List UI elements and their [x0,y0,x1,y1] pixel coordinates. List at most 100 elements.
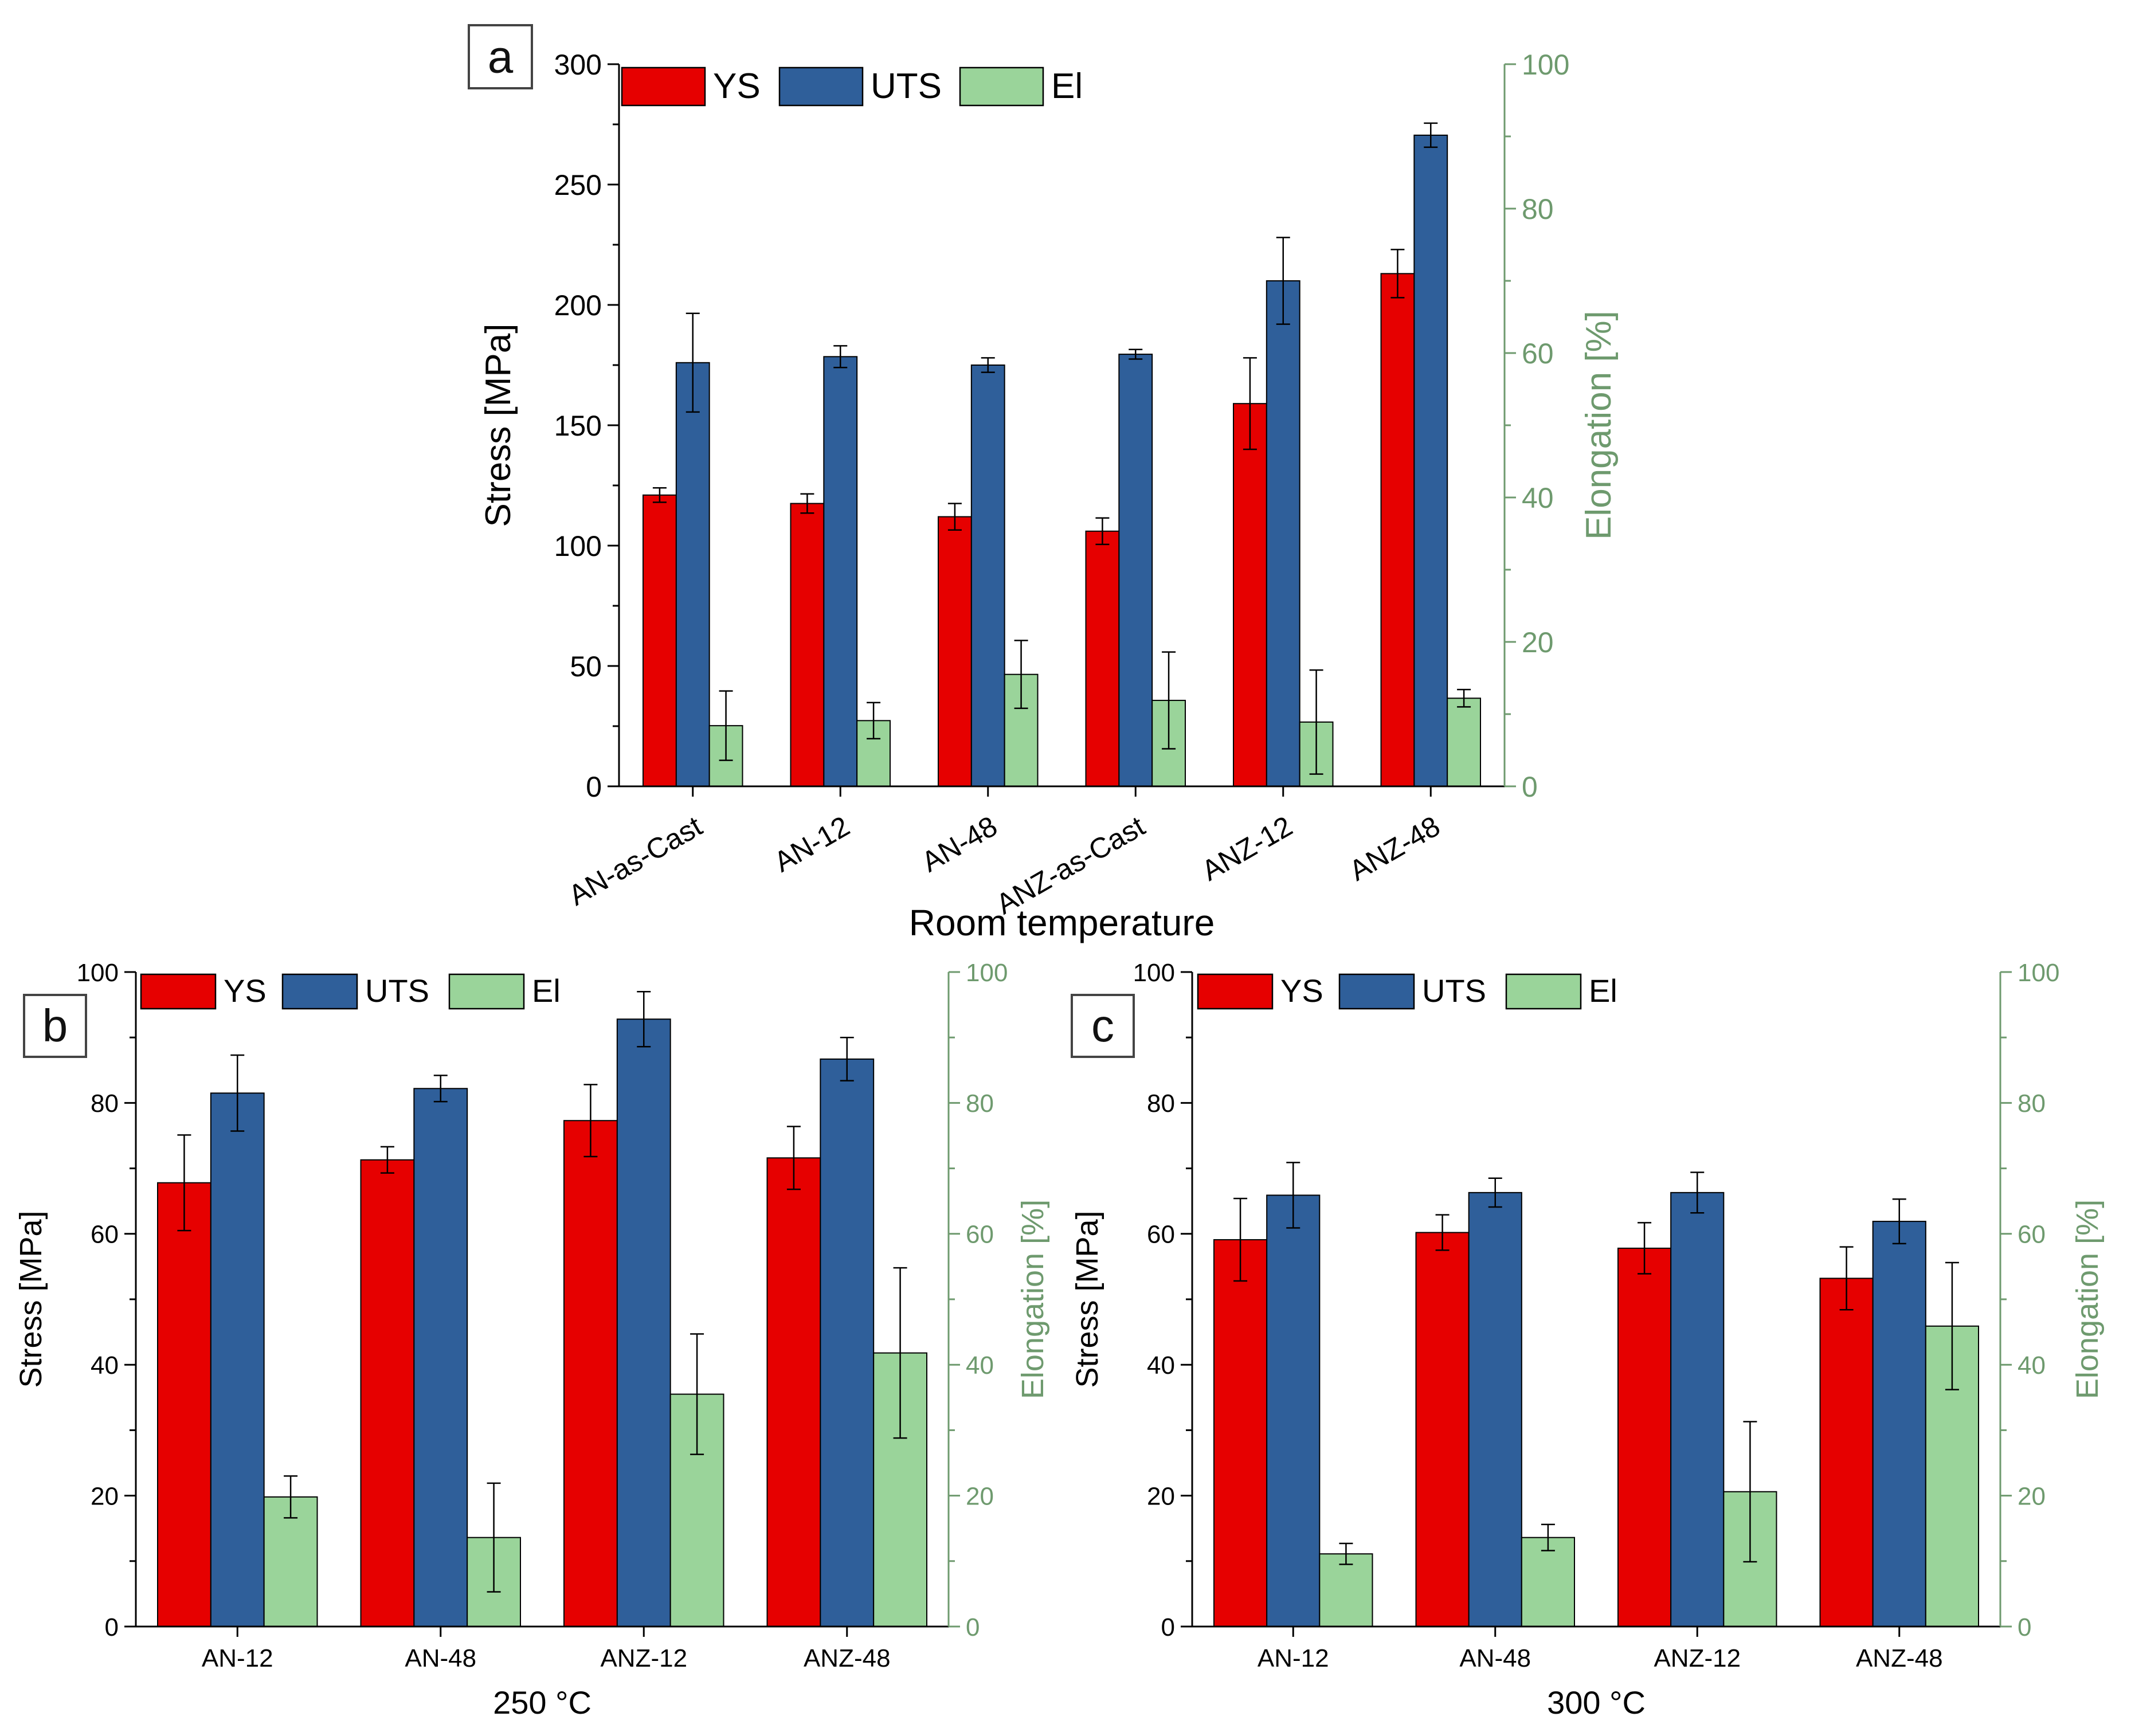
x-axis-title: 250 °C [493,1684,591,1721]
y2-tick-label: 20 [966,1482,994,1510]
y2-tick-label: 40 [2018,1351,2046,1380]
chart-panel-b: 0 20 40 60 80 100 0 20 40 60 80 100 AN-12 AN-48 ANZ-12… [14,959,1050,1721]
legend-label-ys: YS [224,973,267,1009]
y-axis-title: Stress [MPa] [1070,1210,1104,1388]
bar-uts [1118,354,1153,787]
y2-tick-label: 20 [1522,626,1554,659]
y-tick-label: 300 [554,49,602,81]
bar-ys [563,1120,618,1627]
x-category-label: ANZ-48 [1344,810,1446,887]
bar-ys [938,516,972,787]
y2-tick-label: 0 [966,1613,980,1641]
bar-uts [820,1058,875,1627]
x-category-label: ANZ-48 [1856,1644,1943,1672]
legend-swatch-uts [778,66,864,107]
bar-uts [1266,280,1300,787]
x-category-label: ANZ-12 [600,1644,687,1672]
bar-ys [1085,530,1120,787]
legend-swatch-el [959,66,1044,107]
y2-tick-label: 80 [966,1090,994,1118]
y2-tick-label: 80 [2018,1090,2046,1118]
bar-ys [1617,1247,1672,1628]
bar-uts [1872,1221,1926,1628]
bar-uts [1670,1192,1725,1627]
y2-tick-label: 0 [1522,771,1538,803]
x-category-label: AN-48 [916,810,1003,878]
legend-label-el: El [1589,973,1617,1009]
bar-uts [1413,134,1448,787]
y2-tick-label: 0 [2018,1613,2031,1641]
bar-ys [360,1159,415,1627]
x-category-label: AN-48 [405,1644,476,1672]
x-category-label: ANZ-48 [804,1644,891,1672]
y2-tick-label: 60 [2018,1221,2046,1249]
bar-uts [616,1018,671,1627]
bar-uts [413,1088,468,1627]
y2-tick-label: 40 [1522,482,1554,514]
y2-tick-label: 100 [966,959,1008,987]
legend-label-uts: UTS [1422,973,1486,1009]
y-tick-label: 100 [77,959,119,987]
bar-uts [675,362,710,787]
y-tick-label: 0 [1161,1613,1175,1641]
y-axis-title: Stress [MPa] [14,1210,48,1388]
y-tick-label: 0 [586,771,602,803]
bar-ys [1380,273,1415,787]
x-axis-title: Room temperature [909,902,1215,943]
y2-axis-title: Elongation [%] [1016,1200,1050,1399]
y2-tick-label: 60 [966,1221,994,1249]
legend: YS UTS El [1197,973,1617,1010]
legend-swatch-el [1505,973,1582,1010]
panel-label: c [1091,1000,1114,1051]
bar-ys [766,1157,821,1627]
panel-label-box [1071,994,1135,1058]
y2-tick-label: 80 [1522,193,1554,225]
legend-label-uts: UTS [871,66,942,106]
legend-label-ys: YS [1280,973,1323,1009]
legend-swatch-ys [140,973,217,1010]
chart-panel-c: 0 20 40 60 80 100 0 20 40 60 80 100 AN-12 AN-48 ANZ-12… [1070,959,2105,1721]
y-tick-label: 20 [91,1482,119,1510]
panel-label: b [42,1000,68,1051]
y-tick-label: 250 [554,169,602,201]
y2-tick-label: 100 [2018,959,2059,987]
y-tick-label: 40 [91,1351,119,1380]
y-tick-label: 40 [1147,1351,1175,1380]
x-category-label: AN-12 [202,1644,273,1672]
legend-swatch-uts [281,973,358,1010]
bar-ys [157,1182,211,1628]
y-tick-label: 80 [1147,1090,1175,1118]
bar-uts [1266,1194,1321,1628]
legend-swatch-ys [1197,973,1274,1010]
chart-panel-a: 0 50 100 150 200 250 300 0 20 40 60 80 100 AN-as-Cast… [468,24,1619,943]
bar-el [1319,1553,1373,1628]
bar-el [1521,1537,1575,1627]
x-category-label: AN-48 [1459,1644,1531,1672]
bar-ys [1819,1277,1874,1628]
x-category-label: AN-12 [1258,1644,1329,1672]
legend: YS UTS El [140,973,561,1010]
y-tick-label: 100 [1133,959,1175,987]
legend-label-el: El [1051,66,1083,106]
legend-label-ys: YS [713,66,761,106]
bar-ys [643,494,677,787]
y-tick-label: 60 [1147,1221,1175,1249]
bar-ys [790,503,825,787]
x-category-label: AN-12 [769,810,855,878]
bar-uts [1468,1192,1522,1627]
y-axis-title: Stress [MPa] [479,324,518,527]
y-tick-label: 0 [105,1613,119,1641]
bar-uts [823,356,858,787]
bar-el [1447,697,1482,787]
y-tick-label: 80 [91,1090,119,1118]
legend-swatch-uts [1338,973,1415,1010]
legend-label-uts: UTS [365,973,429,1009]
legend-swatch-el [448,973,525,1010]
y-tick-label: 150 [554,410,602,442]
x-category-label: ANZ-12 [1654,1644,1741,1672]
x-axis-title: 300 °C [1547,1684,1646,1721]
bar-uts [210,1092,265,1627]
y2-tick-label: 40 [966,1351,994,1380]
y-tick-label: 50 [570,650,602,683]
